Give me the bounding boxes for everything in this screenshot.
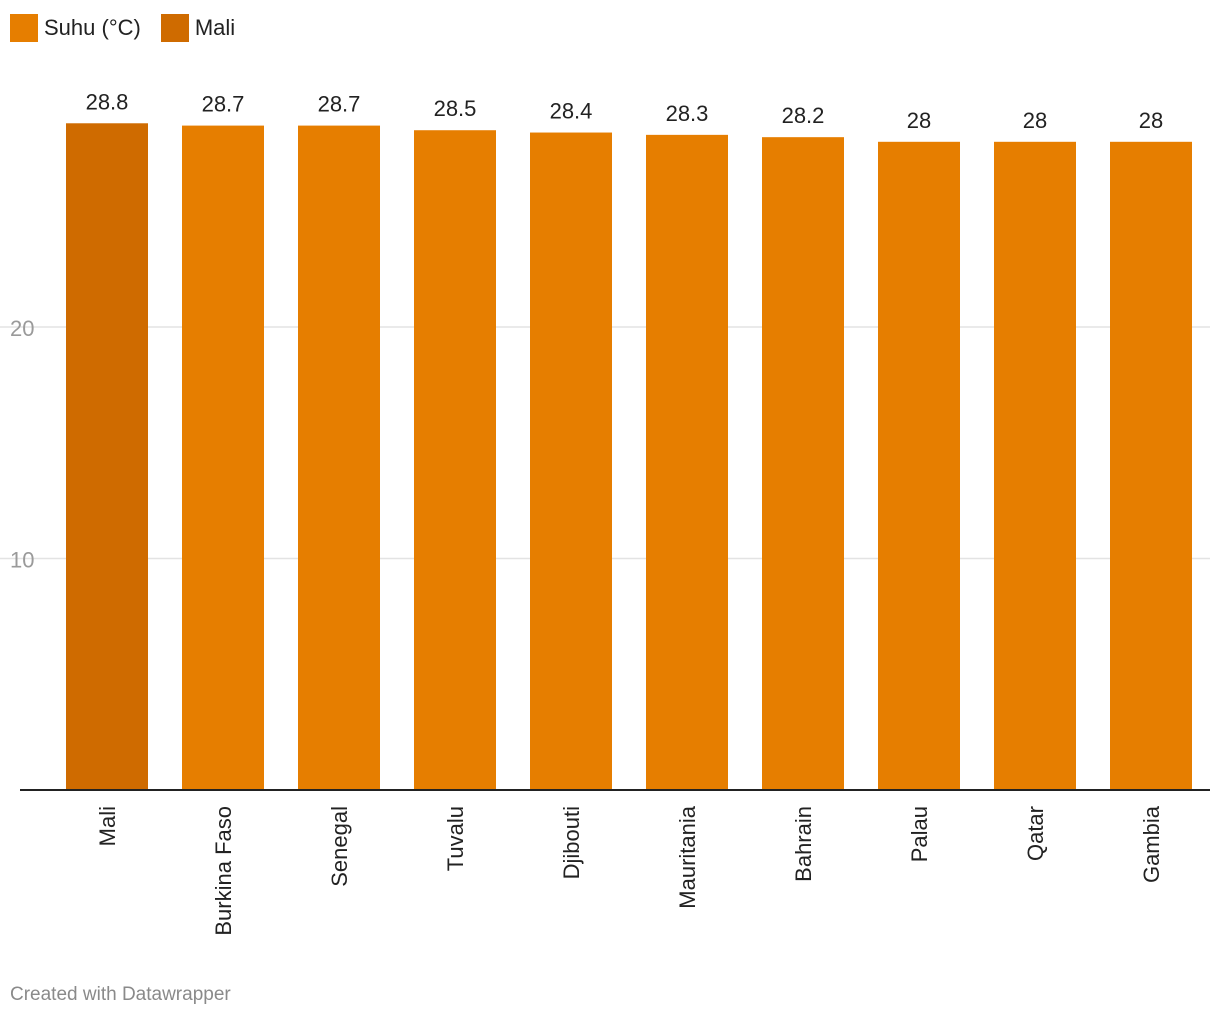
value-label-mauritania: 28.3 [666, 101, 709, 126]
bar-mali [66, 123, 148, 790]
x-tick-label-djibouti: Djibouti [559, 806, 584, 879]
legend-label-mali: Mali [194, 15, 236, 40]
y-tick-label-10: 10 [10, 548, 34, 573]
x-tick-label-burkina-faso: Burkina Faso [211, 806, 236, 936]
bar-burkina-faso [182, 125, 264, 791]
x-tick-label-tuvalu: Tuvalu [443, 806, 468, 871]
x-tick-label-mali: Mali [95, 806, 120, 846]
bar-qatar [994, 141, 1076, 791]
bar-palau [878, 141, 960, 791]
legend: Suhu (°C) Mali [10, 12, 255, 44]
legend-item-mali: Mali [160, 14, 236, 42]
value-label-senegal: 28.7 [318, 92, 361, 117]
x-tick-label-senegal: Senegal [327, 806, 352, 887]
value-label-tuvalu: 28.5 [434, 96, 477, 121]
legend-label-suhu: Suhu (°C) [44, 15, 141, 40]
bar-bahrain [762, 137, 844, 791]
x-tick-label-qatar: Qatar [1023, 806, 1048, 861]
value-label-palau: 28 [907, 108, 931, 133]
value-label-mali: 28.8 [86, 89, 129, 114]
value-label-burkina-faso: 28.7 [202, 92, 245, 117]
y-tick-label-20: 20 [10, 316, 34, 341]
legend-swatch-mali [160, 14, 189, 42]
value-label-djibouti: 28.4 [550, 99, 593, 124]
footer-credit: Created with Datawrapper [10, 984, 231, 1005]
value-label-bahrain: 28.2 [782, 103, 825, 128]
bar-gambia [1110, 141, 1192, 791]
value-label-qatar: 28 [1023, 108, 1047, 133]
legend-item-suhu: Suhu (°C) [10, 14, 141, 42]
x-tick-label-bahrain: Bahrain [791, 806, 816, 882]
legend-swatch-suhu [10, 14, 38, 42]
bar-djibouti [530, 132, 612, 791]
bar-senegal [298, 125, 380, 791]
bar-tuvalu [414, 130, 496, 791]
x-tick-label-gambia: Gambia [1139, 805, 1164, 883]
x-tick-label-palau: Palau [907, 806, 932, 862]
value-label-gambia: 28 [1139, 108, 1163, 133]
bar-mauritania [646, 134, 728, 791]
x-tick-label-mauritania: Mauritania [675, 805, 700, 908]
